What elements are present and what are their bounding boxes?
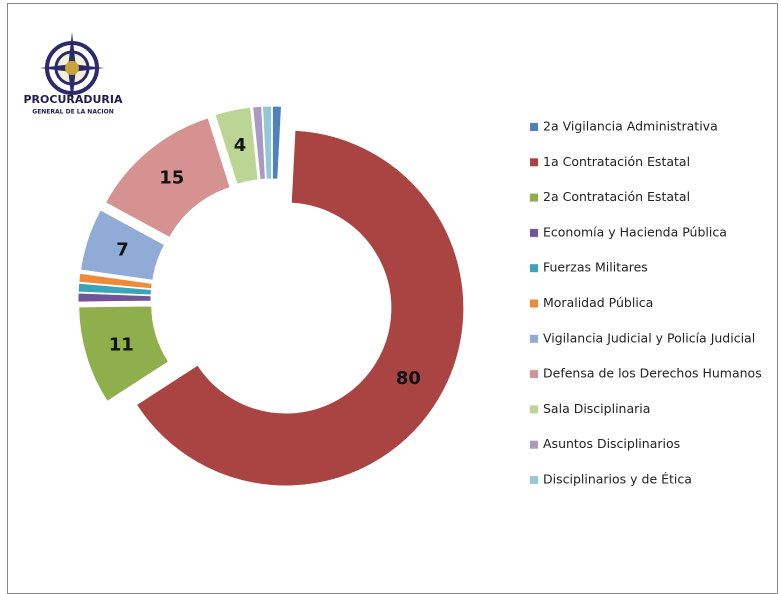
donut-slice bbox=[79, 209, 166, 281]
legend-label: Economía y Hacienda Pública bbox=[543, 224, 727, 239]
donut-slice bbox=[214, 106, 259, 185]
donut-slice bbox=[78, 272, 153, 290]
donut-slice bbox=[77, 292, 152, 303]
legend-label: 1a Contratación Estatal bbox=[543, 154, 690, 169]
donut-slice bbox=[104, 117, 231, 239]
legend-swatch bbox=[530, 264, 538, 273]
legend-label: Asuntos Disciplinarios bbox=[543, 436, 680, 451]
legend-swatch bbox=[530, 228, 538, 237]
legend-label: Fuerzas Militares bbox=[543, 260, 648, 275]
donut-slice bbox=[252, 105, 266, 181]
legend-swatch bbox=[530, 440, 538, 449]
legend-swatch bbox=[530, 158, 538, 167]
legend-swatch bbox=[530, 370, 538, 379]
legend-swatch bbox=[530, 476, 538, 484]
donut-slice bbox=[77, 282, 152, 296]
legend-label: Sala Disciplinaria bbox=[543, 401, 650, 416]
data-label: 4 bbox=[234, 135, 247, 156]
legend-swatch bbox=[530, 193, 538, 202]
legend-label: Moralidad Pública bbox=[543, 295, 653, 310]
donut-slice bbox=[261, 105, 273, 180]
donut-slice bbox=[78, 305, 170, 403]
legend-label: 2a Vigilancia Administrativa bbox=[543, 119, 718, 134]
legend-swatch bbox=[530, 299, 538, 308]
legend-swatch bbox=[530, 123, 538, 131]
data-label: 7 bbox=[116, 240, 129, 261]
donut-slice bbox=[271, 105, 283, 180]
legend-swatch bbox=[530, 334, 538, 343]
logo-subtitle: GENERAL DE LA NACION bbox=[32, 109, 113, 116]
legend-swatch bbox=[530, 405, 538, 414]
legend-label: 2a Contratación Estatal bbox=[543, 189, 690, 204]
data-label: 15 bbox=[159, 167, 184, 188]
data-label: 11 bbox=[109, 335, 134, 356]
donut-slice bbox=[135, 129, 465, 487]
logo-title: PROCURADURIA bbox=[23, 93, 122, 106]
logo: PROCURADURIA GENERAL DE LA NACION bbox=[23, 32, 123, 116]
legend-label: Vigilancia Judicial y Policía Judicial bbox=[543, 330, 755, 345]
legend-label: Disciplinarios y de Ética bbox=[543, 472, 692, 487]
legend-label: Defensa de los Derechos Humanos bbox=[543, 366, 762, 381]
data-label: 80 bbox=[396, 368, 421, 389]
